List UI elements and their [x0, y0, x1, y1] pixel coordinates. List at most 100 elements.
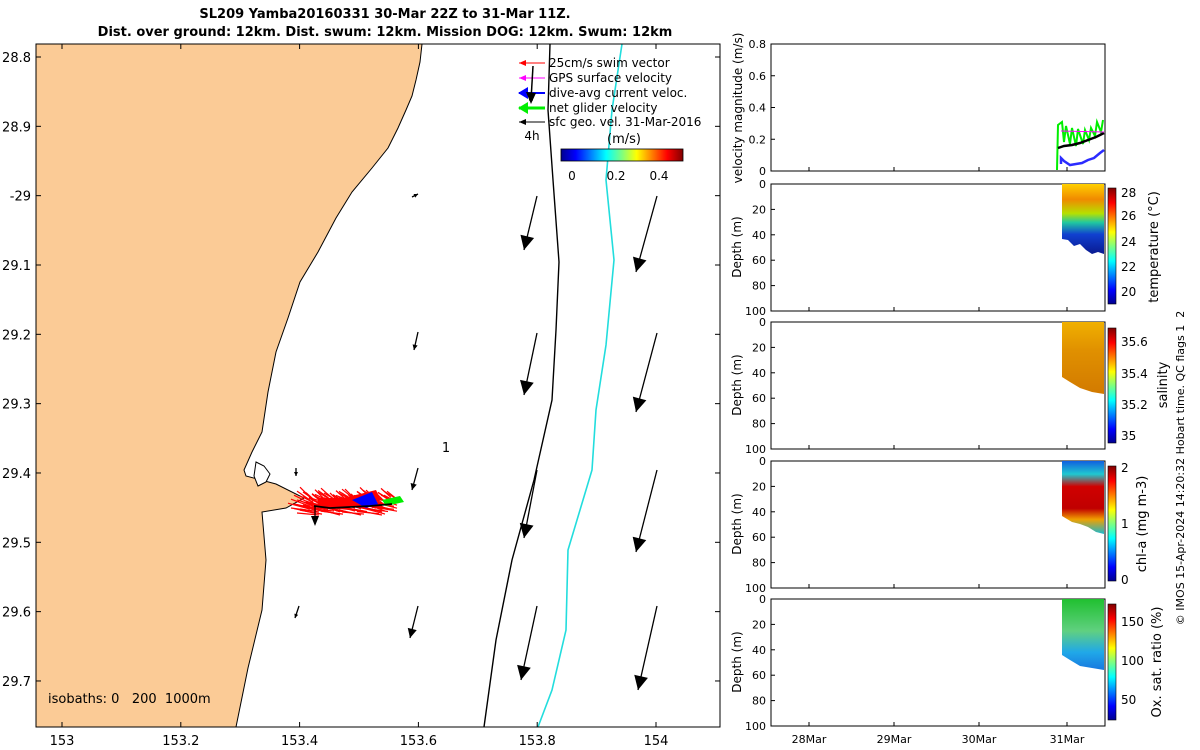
speed-colorbar: [560, 148, 684, 162]
geo-arrow-8: [519, 469, 538, 539]
map-y-tick-label-1: 28.9: [2, 120, 31, 135]
chl-panel: [770, 460, 1117, 589]
legend-current-label: dive-avg current veloc.: [549, 86, 687, 100]
geo-arrow-9: [632, 469, 658, 553]
swim-vector-94: [341, 511, 365, 515]
speed-colorbar-tick-1: 0.2: [606, 169, 625, 183]
oxygen-colorbar: [1107, 603, 1117, 721]
map-panel: 153 153.2 153.4 153.6 153.8 154 28.8 28.9 -29 29.…: [2, 43, 721, 749]
temperature-ytick-label-0: 0: [759, 178, 766, 191]
map-x-tick-label-1: 153.2: [162, 734, 199, 749]
map-x-tick-label-5: 154: [644, 734, 669, 749]
chl-ytick-label-4: 80: [752, 557, 766, 570]
map-land: [35, 43, 423, 728]
velocity-geo-series: [1057, 131, 1105, 150]
map-y-tick-label-6: 29.4: [2, 467, 31, 482]
figure-title: SL209 Yamba20160331 30-Mar 22Z to 31-Mar…: [0, 6, 770, 42]
velocity-ytick-label-4: 0: [759, 165, 766, 178]
salinity-cblabel: salinity: [1156, 361, 1171, 408]
swim-vector-18: [299, 508, 320, 513]
temperature-colorbar: [1107, 187, 1117, 305]
temperature-ytick-label-1: 20: [752, 203, 766, 216]
glider-start-arrowhead: [311, 516, 319, 526]
geo-arrow-head-1: [520, 234, 535, 250]
geo-arrow-head-2: [632, 256, 647, 272]
chl-ytick-label-5: 100: [745, 582, 766, 595]
net-glider-velocity-vectors: [382, 496, 404, 506]
scale-arrow: 4h: [524, 65, 540, 143]
geo-arrow-6: [294, 468, 298, 476]
legend-current-arrowhead: [518, 87, 528, 99]
geo-arrow-head-12: [517, 664, 531, 680]
oxygen-ytick-label-3: 60: [752, 669, 766, 682]
geo-arrow-head-6: [294, 472, 298, 476]
title-line-1: SL209 Yamba20160331 30-Mar 22Z to 31-Mar…: [199, 7, 571, 22]
geo-arrow-12: [517, 605, 538, 681]
geo-arrow-head-0: [413, 194, 418, 198]
oxygen-cblabel: Ox. sat. ratio (%): [1150, 607, 1165, 718]
salinity-ytick-label-5: 100: [745, 443, 766, 456]
map-y-tick-label-2: -29: [10, 190, 31, 205]
salinity-cb-tick-2: 35.2: [1121, 398, 1148, 412]
date-tick-label-2: 30Mar: [962, 733, 997, 746]
oxygen-panel: [770, 598, 1117, 727]
swim-vector-12: [299, 500, 317, 509]
chl-section: [1062, 461, 1104, 534]
geo-arrow-head-11: [407, 627, 417, 638]
velocity-ylabel: velocity magnitude (m/s): [731, 33, 745, 184]
velocity-panel: [770, 43, 1106, 172]
speed-colorbar-label: (m/s): [607, 132, 641, 147]
temperature-ylabel: Depth (m): [730, 216, 744, 277]
swim-vector-3: [290, 498, 311, 507]
map-x-tick-label-3: 153.6: [400, 734, 437, 749]
geo-arrow-shaft-9: [635, 469, 658, 553]
glider-track: [287, 486, 404, 526]
map-x-tick-label-4: 153.8: [519, 734, 556, 749]
velocity-gps-series: [1060, 130, 1105, 133]
swim-vector-99: [344, 506, 368, 513]
oxygen-cb-tick-1: 100: [1121, 654, 1144, 668]
swim-vector-4: [287, 502, 311, 510]
oxygen-ylabel: Depth (m): [730, 631, 744, 692]
map-axis-ticks: 153 153.2 153.4 153.6 153.8 154 28.8 28.9 -29 29.…: [2, 44, 720, 749]
legend-geo-label: sfc geo. vel. 31-Mar-2016: [549, 115, 701, 129]
legend-swim-label: 25cm/s swim vector: [549, 56, 670, 70]
chl-ytick-label-0: 0: [759, 455, 766, 468]
velocity-ytick-label-0: 0.8: [749, 38, 767, 51]
swim-vector-1: [296, 490, 311, 501]
salinity-section: [1062, 322, 1104, 394]
oxygen-ytick-label-1: 20: [752, 618, 766, 631]
salinity-cb-tick-3: 35: [1121, 429, 1136, 443]
map-x-tick-label-0: 153: [50, 734, 75, 749]
geo-arrow-head-9: [632, 536, 647, 552]
legend-swim-arrowhead: [519, 60, 526, 66]
swim-vector-30: [317, 489, 329, 498]
temperature-panel: [770, 183, 1117, 312]
scale-arrow-label: 4h: [524, 129, 539, 143]
oxygen-cb-tick-0: 150: [1121, 615, 1144, 629]
swim-vector-24: [299, 509, 323, 515]
swim-vector-59: [320, 510, 344, 515]
chl-cb-tick-2: 0: [1121, 573, 1129, 587]
salinity-panel: [770, 321, 1117, 450]
temperature-ytick-label-5: 100: [745, 305, 766, 318]
chl-cblabel: chl-a (mg m-3): [1135, 476, 1150, 573]
date-tick-label-0: 28Mar: [792, 733, 827, 746]
geo-arrow-shaft-13: [637, 605, 658, 691]
map-y-tick-label-8: 29.6: [2, 606, 31, 621]
chl-colorbar: [1107, 465, 1117, 582]
legend-gps-arrowhead: [519, 75, 526, 81]
chl-ytick-label-3: 60: [752, 531, 766, 544]
salinity-ytick-label-3: 60: [752, 392, 766, 405]
map-y-tick-label-4: 29.2: [2, 328, 31, 343]
oxygen-section: [1062, 599, 1104, 670]
scale-arrow-head: [526, 92, 536, 104]
geo-arrow-head-8: [519, 522, 534, 538]
annotation-number: 1: [442, 441, 450, 456]
oxygen-ytick-label-5: 100: [745, 720, 766, 733]
oxygen-ytick-label-0: 0: [759, 593, 766, 606]
chl-ytick-label-1: 20: [752, 480, 766, 493]
temperature-cb-tick-2: 24: [1121, 235, 1136, 249]
